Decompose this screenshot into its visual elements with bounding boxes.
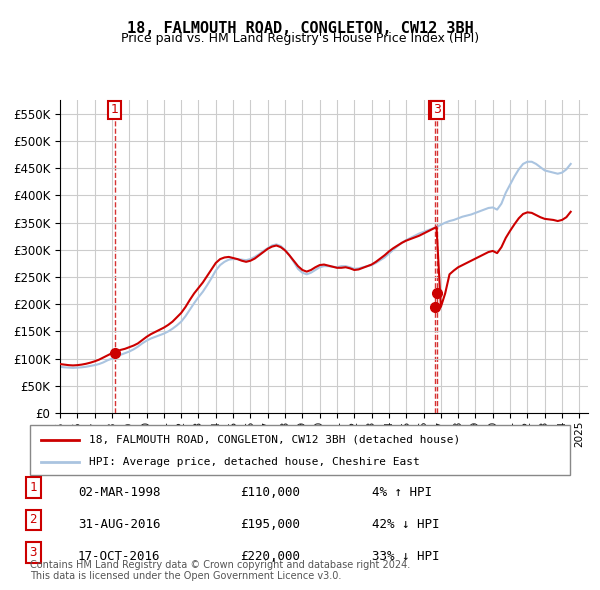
Text: 18, FALMOUTH ROAD, CONGLETON, CW12 3BH (detached house): 18, FALMOUTH ROAD, CONGLETON, CW12 3BH (… bbox=[89, 435, 461, 445]
Text: 18, FALMOUTH ROAD, CONGLETON, CW12 3BH: 18, FALMOUTH ROAD, CONGLETON, CW12 3BH bbox=[127, 21, 473, 35]
Text: 02-MAR-1998: 02-MAR-1998 bbox=[78, 486, 161, 499]
Text: £220,000: £220,000 bbox=[240, 550, 300, 563]
Text: 2: 2 bbox=[431, 103, 439, 116]
Text: Contains HM Land Registry data © Crown copyright and database right 2024.
This d: Contains HM Land Registry data © Crown c… bbox=[30, 559, 410, 581]
Text: 17-OCT-2016: 17-OCT-2016 bbox=[78, 550, 161, 563]
Text: 3: 3 bbox=[433, 103, 441, 116]
Text: 2: 2 bbox=[29, 513, 37, 526]
Text: £110,000: £110,000 bbox=[240, 486, 300, 499]
Text: 31-AUG-2016: 31-AUG-2016 bbox=[78, 518, 161, 531]
Text: 4% ↑ HPI: 4% ↑ HPI bbox=[372, 486, 432, 499]
Text: HPI: Average price, detached house, Cheshire East: HPI: Average price, detached house, Ches… bbox=[89, 457, 420, 467]
FancyBboxPatch shape bbox=[30, 425, 570, 475]
Text: Price paid vs. HM Land Registry's House Price Index (HPI): Price paid vs. HM Land Registry's House … bbox=[121, 32, 479, 45]
Text: 3: 3 bbox=[29, 546, 37, 559]
Text: £195,000: £195,000 bbox=[240, 518, 300, 531]
Text: 33% ↓ HPI: 33% ↓ HPI bbox=[372, 550, 439, 563]
Text: 1: 1 bbox=[29, 481, 37, 494]
Text: 1: 1 bbox=[111, 103, 119, 116]
Text: 42% ↓ HPI: 42% ↓ HPI bbox=[372, 518, 439, 531]
